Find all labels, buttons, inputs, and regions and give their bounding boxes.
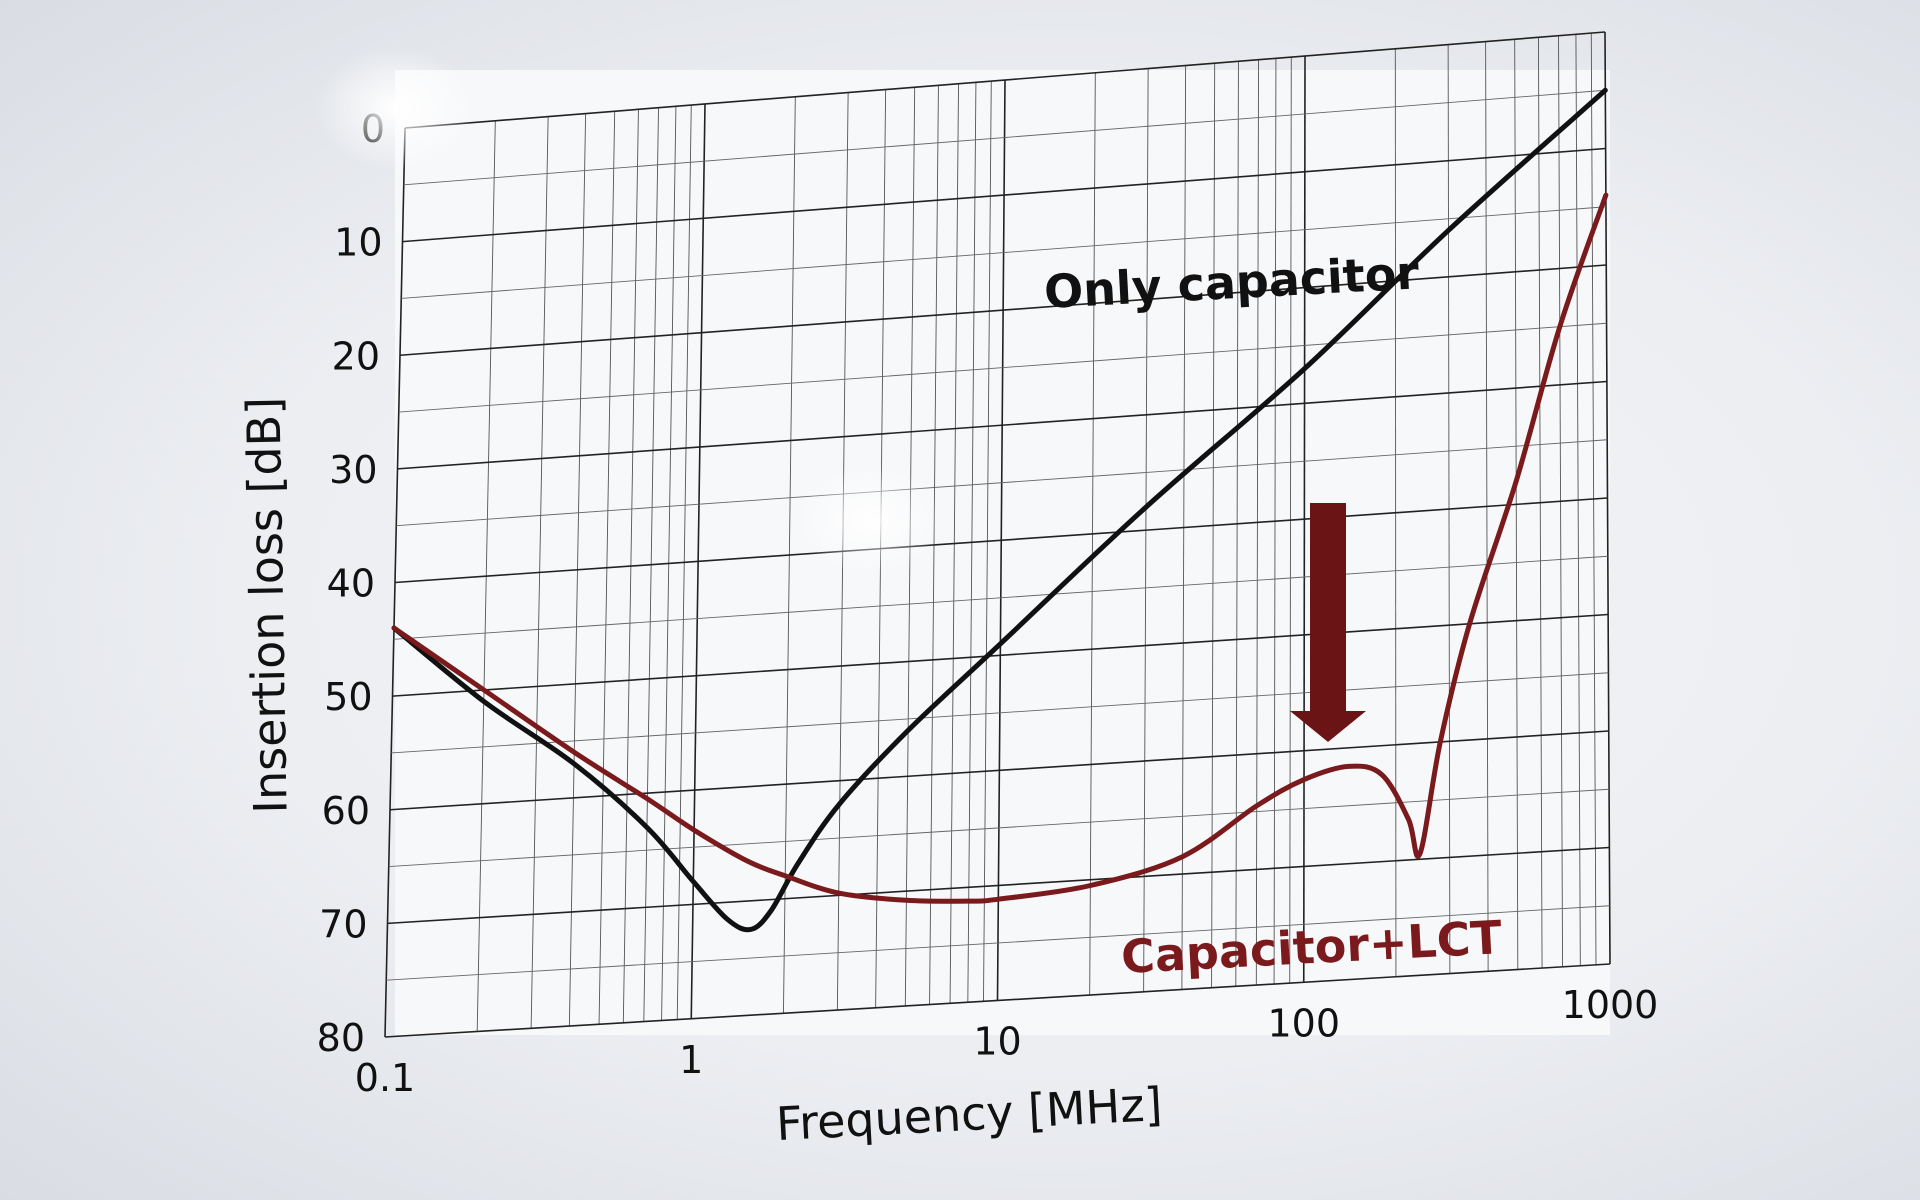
x-tick-label: 1000 <box>1562 983 1659 1027</box>
grid-minor-y <box>391 672 1609 754</box>
grid-major-y <box>394 497 1608 584</box>
grid-minor-y <box>393 555 1608 640</box>
y-axis-label: Insertion loss [dB] <box>236 396 297 814</box>
x-tick-label: 10 <box>973 1020 1021 1064</box>
grid-minor-y <box>403 89 1606 186</box>
y-tick-label: 30 <box>329 448 377 492</box>
series-line-only-capacitor <box>391 87 1608 933</box>
y-tick-label: 10 <box>334 221 382 265</box>
grid-major-y <box>387 846 1610 925</box>
reduction-arrow <box>1290 503 1366 742</box>
x-tick-label: 100 <box>1267 1001 1340 1045</box>
x-tick-label: 1 <box>679 1038 703 1082</box>
glare-top <box>315 46 475 170</box>
grid-minor-y <box>401 206 1606 299</box>
y-tick-label: 80 <box>317 1016 365 1060</box>
plot-background <box>395 70 1610 1035</box>
grid-minor-y <box>398 322 1607 413</box>
y-tick-label: 70 <box>319 902 367 946</box>
y-tick-label: 40 <box>327 562 375 606</box>
grid-minor-y <box>388 788 1610 868</box>
series-group <box>391 87 1609 933</box>
grid-minor-y <box>386 905 1610 981</box>
x-axis-label: Frequency [MHz] <box>775 1077 1164 1151</box>
y-tick-label: 50 <box>324 675 372 719</box>
grid-minor-y <box>396 439 1608 527</box>
x-tick-label: 0.1 <box>355 1056 415 1100</box>
grid-major-y <box>397 380 1607 470</box>
grid-major-y <box>392 613 1609 697</box>
glare-center <box>795 465 945 575</box>
grid-major-y <box>389 730 1609 811</box>
grid-major-y <box>399 264 1607 357</box>
series-line-capacitor-lct <box>391 192 1609 904</box>
grid-major-y <box>384 963 1611 1038</box>
grid-major-y <box>402 147 1606 243</box>
grid-major-y <box>404 31 1606 129</box>
y-tick-label: 60 <box>322 789 370 833</box>
y-tick-label: 20 <box>332 334 380 378</box>
